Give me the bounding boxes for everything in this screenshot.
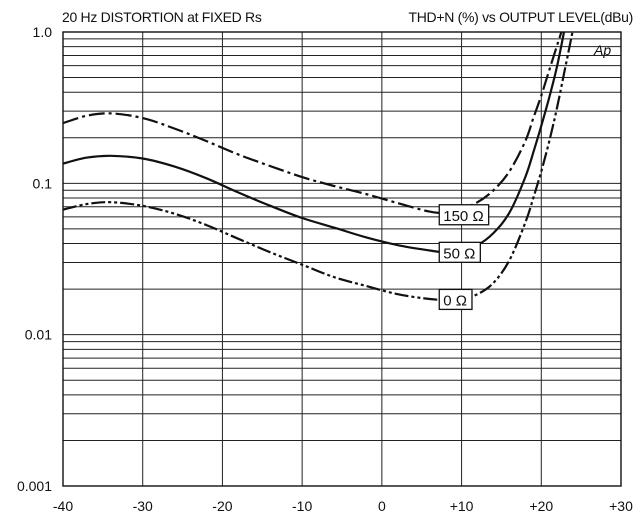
axis-labels: -40 -30 -20 -10 0 +10 +20 +30 1.0 0.1 0.01 0.001 (17, 24, 633, 514)
x-tick-label: +10 (450, 498, 474, 514)
curve-label-text: 150 Ω (443, 208, 483, 225)
curve-label-box (438, 204, 490, 226)
chart-subtitle: THD+N (%) vs OUTPUT LEVEL(dBu) (408, 9, 633, 25)
y-tick-label: 0.001 (17, 478, 52, 494)
curve-label-text: 50 Ω (443, 245, 475, 262)
curve-label: 150 Ω (438, 204, 490, 226)
curve-label-box (438, 241, 481, 263)
x-tick-label: -20 (212, 498, 232, 514)
y-tick-label: 1.0 (33, 24, 53, 40)
curves (63, 32, 574, 301)
x-tick-label: -40 (53, 498, 73, 514)
series-line (63, 32, 574, 301)
corner-annotation: Ap (593, 42, 611, 58)
curve-label: 0 Ω (438, 288, 473, 311)
curve-label: 50 Ω (438, 241, 481, 263)
series-line (63, 32, 566, 254)
x-tick-label: -10 (292, 498, 312, 514)
y-tick-label: 0.01 (25, 327, 52, 343)
x-tick-label: +30 (609, 498, 633, 514)
grid-lines (62, 31, 622, 487)
x-tick-label: -30 (133, 498, 153, 514)
x-tick-label: 0 (378, 498, 386, 514)
y-tick-label: 0.1 (33, 175, 53, 191)
series-line (63, 32, 563, 215)
curve-labels: 150 Ω 50 Ω 0 Ω (438, 204, 490, 311)
plot-frame (62, 31, 622, 487)
x-tick-label: +20 (529, 498, 553, 514)
curve-label-box (438, 288, 473, 311)
chart-title: 20 Hz DISTORTION at FIXED Rs (62, 9, 262, 25)
curve-label-text: 0 Ω (443, 292, 467, 309)
